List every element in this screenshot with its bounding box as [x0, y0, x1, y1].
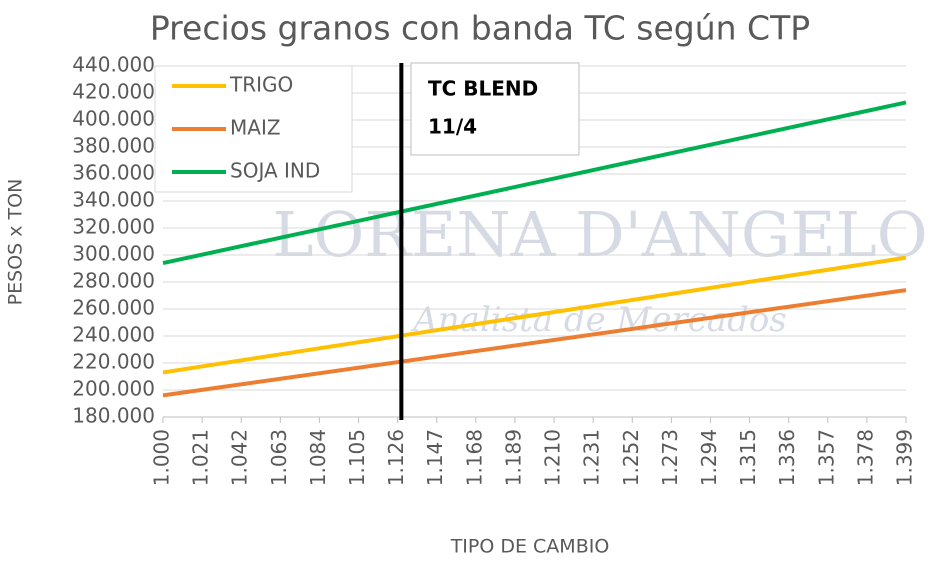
y-tick-label: 200.000: [72, 377, 155, 401]
x-tick-label: 1.063: [267, 429, 291, 486]
y-tick-label: 300.000: [72, 242, 155, 266]
y-tick-label: 260.000: [72, 296, 155, 320]
x-tick-label: 1.000: [150, 429, 174, 486]
x-tick-label: 1.357: [814, 429, 838, 486]
annotation-text: TC BLEND: [428, 77, 538, 101]
x-tick-label: 1.126: [384, 429, 408, 486]
x-tick-label: 1.252: [619, 429, 643, 486]
series-line: [162, 255, 907, 375]
y-tick-label: 240.000: [72, 323, 155, 347]
annotation-box: [410, 62, 580, 156]
x-tick-label: 1.294: [697, 429, 721, 486]
x-tick-label: 1.021: [189, 429, 213, 486]
watermark-title: LORENA D'ANGELO: [272, 198, 927, 271]
legend-label: MAIZ: [230, 116, 281, 140]
x-tick-label: 1.273: [658, 429, 682, 486]
y-tick-label: 440.000: [72, 53, 155, 77]
y-tick-label: 320.000: [72, 215, 155, 239]
x-tick-label: 1.231: [580, 429, 604, 486]
y-tick-label: 180.000: [72, 404, 155, 428]
x-tick-label: 1.210: [541, 429, 565, 486]
x-tick-label: 1.042: [228, 429, 252, 486]
y-tick-label: 360.000: [72, 161, 155, 185]
y-tick-label: 420.000: [72, 80, 155, 104]
legend-label: TRIGO: [229, 73, 293, 97]
chart-title: Precios granos con banda TC según CTP: [150, 9, 810, 48]
x-tick-label: 1.399: [893, 429, 917, 486]
x-tick-label: 1.315: [736, 429, 760, 486]
y-tick-label: 340.000: [72, 188, 155, 212]
watermark: LORENA D'ANGELO Analista de Mercados: [272, 198, 927, 340]
legend-label: SOJA IND: [230, 159, 320, 183]
y-tick-label: 280.000: [72, 269, 155, 293]
y-axis-label: PESOS x TON: [5, 179, 27, 306]
annotation-text: 11/4: [428, 115, 477, 139]
x-tick-label: 1.147: [423, 429, 447, 486]
series-line: [162, 288, 907, 398]
x-tick-label: 1.168: [462, 429, 486, 486]
y-tick-label: 400.000: [72, 107, 155, 131]
y-tick-label: 380.000: [72, 134, 155, 158]
x-tick-label: 1.378: [853, 429, 877, 486]
x-tick-label: 1.084: [306, 429, 330, 486]
series-line: [162, 100, 907, 266]
y-tick-label: 220.000: [72, 350, 155, 374]
x-tick-label: 1.336: [775, 429, 799, 486]
x-tick-label: 1.105: [345, 429, 369, 486]
x-tick-label: 1.189: [501, 429, 525, 486]
x-axis-label: TIPO DE CAMBIO: [450, 536, 610, 558]
